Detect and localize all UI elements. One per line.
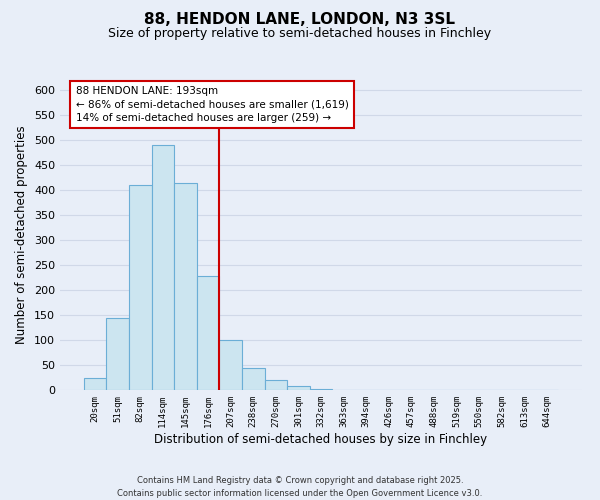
Bar bbox=[265, 380, 287, 390]
Bar bbox=[287, 386, 310, 390]
Bar bbox=[220, 340, 242, 390]
Bar bbox=[242, 368, 265, 390]
Bar bbox=[152, 145, 174, 390]
Bar bbox=[129, 185, 152, 390]
Bar bbox=[106, 318, 129, 390]
Text: 88, HENDON LANE, LONDON, N3 3SL: 88, HENDON LANE, LONDON, N3 3SL bbox=[145, 12, 455, 28]
Text: Size of property relative to semi-detached houses in Finchley: Size of property relative to semi-detach… bbox=[109, 28, 491, 40]
Text: 88 HENDON LANE: 193sqm
← 86% of semi-detached houses are smaller (1,619)
14% of : 88 HENDON LANE: 193sqm ← 86% of semi-det… bbox=[76, 86, 349, 122]
Bar bbox=[197, 276, 220, 390]
Y-axis label: Number of semi-detached properties: Number of semi-detached properties bbox=[16, 126, 28, 344]
Bar bbox=[310, 389, 332, 390]
X-axis label: Distribution of semi-detached houses by size in Finchley: Distribution of semi-detached houses by … bbox=[154, 432, 488, 446]
Bar bbox=[174, 182, 197, 390]
Text: Contains HM Land Registry data © Crown copyright and database right 2025.
Contai: Contains HM Land Registry data © Crown c… bbox=[118, 476, 482, 498]
Bar bbox=[84, 378, 106, 390]
